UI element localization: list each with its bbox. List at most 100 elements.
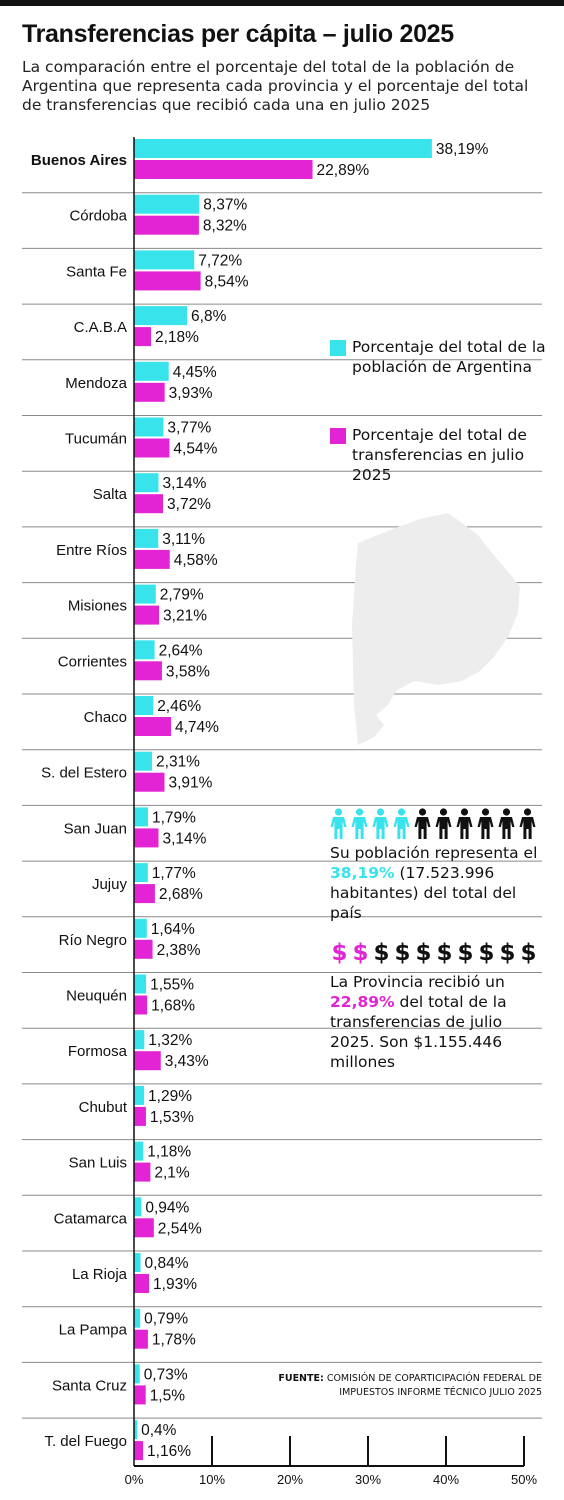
transfers-dollar-icons: $ $ $ $ $ $ $ $ $ $: [330, 938, 540, 968]
page-title: Transferencias per cápita – julio 2025: [22, 20, 454, 48]
dollar-icon: $: [478, 940, 495, 966]
category-label-la-rioja: La Rioja: [72, 1266, 128, 1283]
bar-transfers-santa-cruz: [134, 1385, 146, 1405]
bar-population-la-pampa: [134, 1308, 141, 1328]
person-icon: [414, 808, 431, 839]
population-info-after: (17.523.996 habitantes) del total del pa…: [330, 864, 517, 922]
category-label-santa-fe: Santa Fe: [66, 263, 127, 280]
person-icon-highlighted: [330, 808, 347, 839]
dollar-icon: $: [436, 940, 453, 966]
label-population-rio-negro: 1,64%: [151, 921, 195, 938]
bar-transfers-mendoza: [134, 382, 165, 402]
bar-transfers-la-rioja: [134, 1274, 150, 1293]
bar-population-rio-negro: [134, 918, 147, 938]
bar-transfers-neuquen: [134, 995, 148, 1015]
label-transfers-chaco: 4,74%: [175, 719, 219, 736]
transfers-info-after: del total de la transferencias de julio …: [330, 993, 507, 1071]
dollar-icon: $: [373, 940, 390, 966]
label-population-corrientes: 2,64%: [159, 642, 203, 659]
label-transfers-rio-negro: 2,38%: [157, 942, 201, 959]
dollar-icon: $: [499, 940, 516, 966]
transfers-info-before: La Provincia recibió un: [330, 973, 505, 991]
label-transfers-mendoza: 3,93%: [169, 385, 213, 402]
bar-population-san-luis: [134, 1141, 144, 1161]
label-transfers-corrientes: 3,58%: [166, 663, 210, 680]
dollar-icon-highlighted: $: [352, 940, 369, 966]
top-rule: [0, 0, 564, 6]
page-subtitle: La comparación entre el porcentaje del t…: [22, 58, 529, 114]
label-population-neuquen: 1,55%: [150, 977, 194, 994]
bar-population-formosa: [134, 1030, 145, 1050]
population-people-icons: [330, 808, 540, 840]
category-label-buenos-aires: Buenos Aires: [31, 152, 127, 169]
category-label-s-del-estero: S. del Estero: [41, 765, 127, 782]
category-label-misiones: Misiones: [68, 598, 127, 615]
transfers-info-pct: 22,89%: [330, 993, 395, 1011]
dollar-icon: $: [394, 940, 411, 966]
label-transfers-t-del-fuego: 1,16%: [147, 1443, 191, 1460]
label-transfers-la-pampa: 1,78%: [152, 1332, 196, 1349]
bar-population-neuquen: [134, 974, 147, 994]
bar-population-entre-rios: [134, 528, 159, 548]
category-label-c-a-b-a: C.A.B.A: [74, 319, 127, 336]
bar-population-t-del-fuego: [134, 1420, 138, 1440]
label-population-jujuy: 1,77%: [152, 865, 196, 882]
source-text: Comisión de Coparticipación Federal de I…: [326, 1373, 542, 1398]
label-population-tucuman: 3,77%: [167, 420, 211, 437]
x-tick-label-20: 20%: [277, 1472, 303, 1487]
bar-transfers-salta: [134, 494, 164, 514]
label-population-formosa: 1,32%: [148, 1032, 192, 1049]
bar-population-catamarca: [134, 1197, 142, 1217]
category-label-santa-cruz: Santa Cruz: [52, 1377, 127, 1394]
dollar-icon: $: [415, 940, 432, 966]
bar-population-misiones: [134, 584, 156, 604]
bar-transfers-c-a-b-a: [134, 327, 152, 347]
category-label-cordoba: Córdoba: [69, 208, 127, 225]
bar-transfers-san-juan: [134, 828, 159, 848]
bar-transfers-rio-negro: [134, 939, 153, 959]
person-icon-highlighted: [372, 808, 389, 839]
label-transfers-s-del-estero: 3,91%: [168, 775, 212, 792]
person-icon-highlighted: [393, 808, 410, 839]
bar-transfers-entre-rios: [134, 549, 170, 569]
bar-transfers-cordoba: [134, 215, 199, 235]
label-transfers-buenos-aires: 22,89%: [317, 162, 370, 179]
person-icon: [477, 808, 494, 839]
x-tick-label-0: 0%: [125, 1472, 144, 1487]
population-info-before: Su población representa el: [330, 844, 538, 862]
x-tick-label-40: 40%: [433, 1472, 459, 1487]
buenos-aires-map-icon: [352, 513, 520, 745]
bar-population-corrientes: [134, 640, 155, 660]
category-label-la-pampa: La Pampa: [59, 1322, 128, 1339]
label-population-cordoba: 8,37%: [203, 197, 247, 214]
source-label: FUENTE:: [278, 1373, 324, 1384]
label-population-santa-cruz: 0,73%: [144, 1366, 188, 1383]
label-transfers-entre-rios: 4,58%: [174, 552, 218, 569]
label-transfers-chubut: 1,53%: [150, 1109, 194, 1126]
category-label-san-luis: San Luis: [69, 1155, 127, 1172]
legend-label-population: Porcentaje del total de la población de …: [352, 338, 546, 376]
bar-transfers-chaco: [134, 717, 171, 736]
bar-transfers-t-del-fuego: [134, 1441, 144, 1461]
legend-label-transfers: Porcentaje del total de transferencias e…: [352, 426, 527, 484]
legend-swatch-population: [330, 340, 346, 356]
legend-swatch-transfers: [330, 428, 346, 444]
bar-population-buenos-aires: [134, 139, 432, 158]
bar-transfers-s-del-estero: [134, 772, 165, 792]
bar-transfers-buenos-aires: [134, 160, 313, 179]
bar-transfers-la-pampa: [134, 1329, 148, 1349]
label-transfers-c-a-b-a: 2,18%: [155, 329, 199, 346]
category-label-mendoza: Mendoza: [65, 375, 127, 392]
label-population-salta: 3,14%: [162, 475, 206, 492]
bar-transfers-tucuman: [134, 438, 170, 458]
bar-transfers-formosa: [134, 1051, 161, 1071]
bar-population-jujuy: [134, 863, 148, 883]
bar-population-c-a-b-a: [134, 306, 188, 326]
person-icon: [456, 808, 473, 839]
category-label-formosa: Formosa: [68, 1043, 128, 1060]
label-transfers-san-juan: 3,14%: [162, 830, 206, 847]
label-transfers-salta: 3,72%: [167, 496, 211, 513]
category-label-t-del-fuego: T. del Fuego: [44, 1433, 127, 1450]
label-transfers-jujuy: 2,68%: [159, 886, 203, 903]
